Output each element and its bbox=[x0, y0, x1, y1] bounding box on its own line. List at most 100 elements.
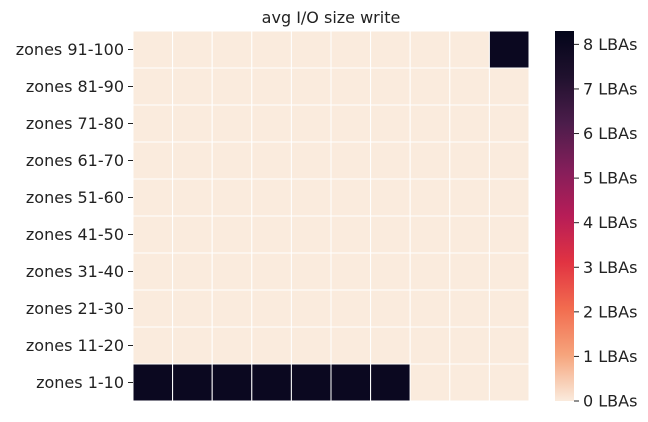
y-tick-label: zones 41-50 bbox=[26, 225, 124, 244]
heatmap-cell bbox=[290, 30, 332, 69]
colorbar-tick-label: 1 LBAs bbox=[583, 347, 637, 366]
heatmap-cell bbox=[370, 30, 411, 69]
heatmap-cell bbox=[251, 289, 292, 328]
colorbar bbox=[555, 31, 574, 401]
heatmap-cell bbox=[330, 141, 372, 180]
heatmap-cell bbox=[172, 30, 213, 69]
y-tick-label: zones 61-70 bbox=[26, 151, 124, 170]
heatmap-cell bbox=[132, 215, 174, 254]
heatmap-cell bbox=[488, 178, 530, 217]
heatmap-cells bbox=[132, 30, 530, 402]
heatmap-cell bbox=[330, 289, 372, 328]
heatmap-cell bbox=[132, 67, 174, 106]
y-tick-label: zones 91-100 bbox=[16, 40, 124, 59]
heatmap-cell bbox=[409, 141, 451, 180]
heatmap-cell bbox=[449, 67, 490, 106]
heatmap-cell bbox=[330, 215, 372, 254]
heatmap-cell bbox=[330, 178, 372, 217]
heatmap-cell bbox=[132, 252, 174, 291]
heatmap-cell bbox=[449, 326, 490, 365]
heatmap-cell bbox=[251, 215, 292, 254]
heatmap-cell bbox=[330, 326, 372, 365]
heatmap-cell bbox=[211, 67, 253, 106]
heatmap-cell bbox=[370, 326, 411, 365]
heatmap-cell bbox=[132, 178, 174, 217]
heatmap-cell bbox=[290, 141, 332, 180]
heatmap-cell bbox=[449, 141, 490, 180]
heatmap-cell bbox=[330, 104, 372, 143]
heatmap-cell bbox=[488, 326, 530, 365]
heatmap-cell bbox=[211, 215, 253, 254]
heatmap-cell bbox=[172, 289, 213, 328]
heatmap-cell bbox=[409, 289, 451, 328]
heatmap-cell bbox=[488, 30, 530, 69]
heatmap-cell bbox=[409, 326, 451, 365]
heatmap-cell bbox=[172, 326, 213, 365]
heatmap-cell bbox=[330, 252, 372, 291]
heatmap-cell bbox=[251, 67, 292, 106]
heatmap-cell bbox=[172, 363, 213, 402]
heatmap-cell bbox=[172, 252, 213, 291]
heatmap-cell bbox=[488, 252, 530, 291]
colorbar-tick-label: 5 LBAs bbox=[583, 169, 637, 188]
heatmap-cell bbox=[370, 178, 411, 217]
heatmap-cell bbox=[132, 104, 174, 143]
heatmap-cell bbox=[330, 30, 372, 69]
heatmap-cell bbox=[370, 289, 411, 328]
heatmap-cell bbox=[409, 30, 451, 69]
heatmap-cell bbox=[251, 252, 292, 291]
heatmap-cell bbox=[211, 252, 253, 291]
y-tick-label: zones 81-90 bbox=[26, 77, 124, 96]
y-tick-label: zones 51-60 bbox=[26, 188, 124, 207]
heatmap-cell bbox=[172, 178, 213, 217]
y-tick-label: zones 21-30 bbox=[26, 299, 124, 318]
colorbar-ticks: 0 LBAs 1 LBAs 2 LBAs 3 LBAs 4 LBAs 5 LBAs 6 LB… bbox=[574, 35, 637, 411]
heatmap-cell bbox=[449, 215, 490, 254]
heatmap-cell bbox=[370, 215, 411, 254]
y-tick-label: zones 31-40 bbox=[26, 262, 124, 281]
heatmap-cell bbox=[290, 215, 332, 254]
colorbar-tick-label: 0 LBAs bbox=[583, 392, 637, 411]
heatmap-cell bbox=[409, 363, 451, 402]
heatmap-cell bbox=[409, 178, 451, 217]
heatmap-cell bbox=[211, 104, 253, 143]
heatmap-cell bbox=[132, 363, 174, 402]
heatmap-cell bbox=[211, 141, 253, 180]
heatmap-cell bbox=[290, 252, 332, 291]
heatmap-cell bbox=[132, 289, 174, 328]
heatmap-cell bbox=[251, 104, 292, 143]
heatmap-cell bbox=[488, 289, 530, 328]
y-tick-label: zones 1-10 bbox=[36, 373, 124, 392]
heatmap-cell bbox=[251, 178, 292, 217]
heatmap-cell bbox=[172, 104, 213, 143]
heatmap-cell bbox=[290, 326, 332, 365]
heatmap-cell bbox=[409, 252, 451, 291]
heatmap-cell bbox=[251, 30, 292, 69]
heatmap-cell bbox=[330, 363, 372, 402]
heatmap-cell bbox=[449, 104, 490, 143]
y-axis-ticks: zones 91-100 zones 81-90 zones 71-80 zones … bbox=[16, 40, 133, 392]
heatmap-cell bbox=[370, 67, 411, 106]
heatmap-cell bbox=[370, 252, 411, 291]
heatmap-cell bbox=[251, 326, 292, 365]
colorbar-tick-label: 2 LBAs bbox=[583, 302, 637, 321]
heatmap-cell bbox=[409, 67, 451, 106]
heatmap-cell bbox=[211, 178, 253, 217]
heatmap-cell bbox=[290, 363, 332, 402]
heatmap-cell bbox=[172, 67, 213, 106]
heatmap-cell bbox=[290, 178, 332, 217]
heatmap-cell bbox=[211, 30, 253, 69]
heatmap-cell bbox=[370, 141, 411, 180]
heatmap-cell bbox=[251, 141, 292, 180]
heatmap-cell bbox=[449, 289, 490, 328]
heatmap-cell bbox=[251, 363, 292, 402]
heatmap-cell bbox=[409, 104, 451, 143]
heatmap-cell bbox=[449, 363, 490, 402]
heatmap-cell bbox=[132, 141, 174, 180]
heatmap-cell bbox=[449, 30, 490, 69]
heatmap-cell bbox=[488, 67, 530, 106]
heatmap-cell bbox=[172, 215, 213, 254]
colorbar-tick-label: 6 LBAs bbox=[583, 124, 637, 143]
heatmap-cell bbox=[211, 363, 253, 402]
heatmap-cell bbox=[172, 141, 213, 180]
